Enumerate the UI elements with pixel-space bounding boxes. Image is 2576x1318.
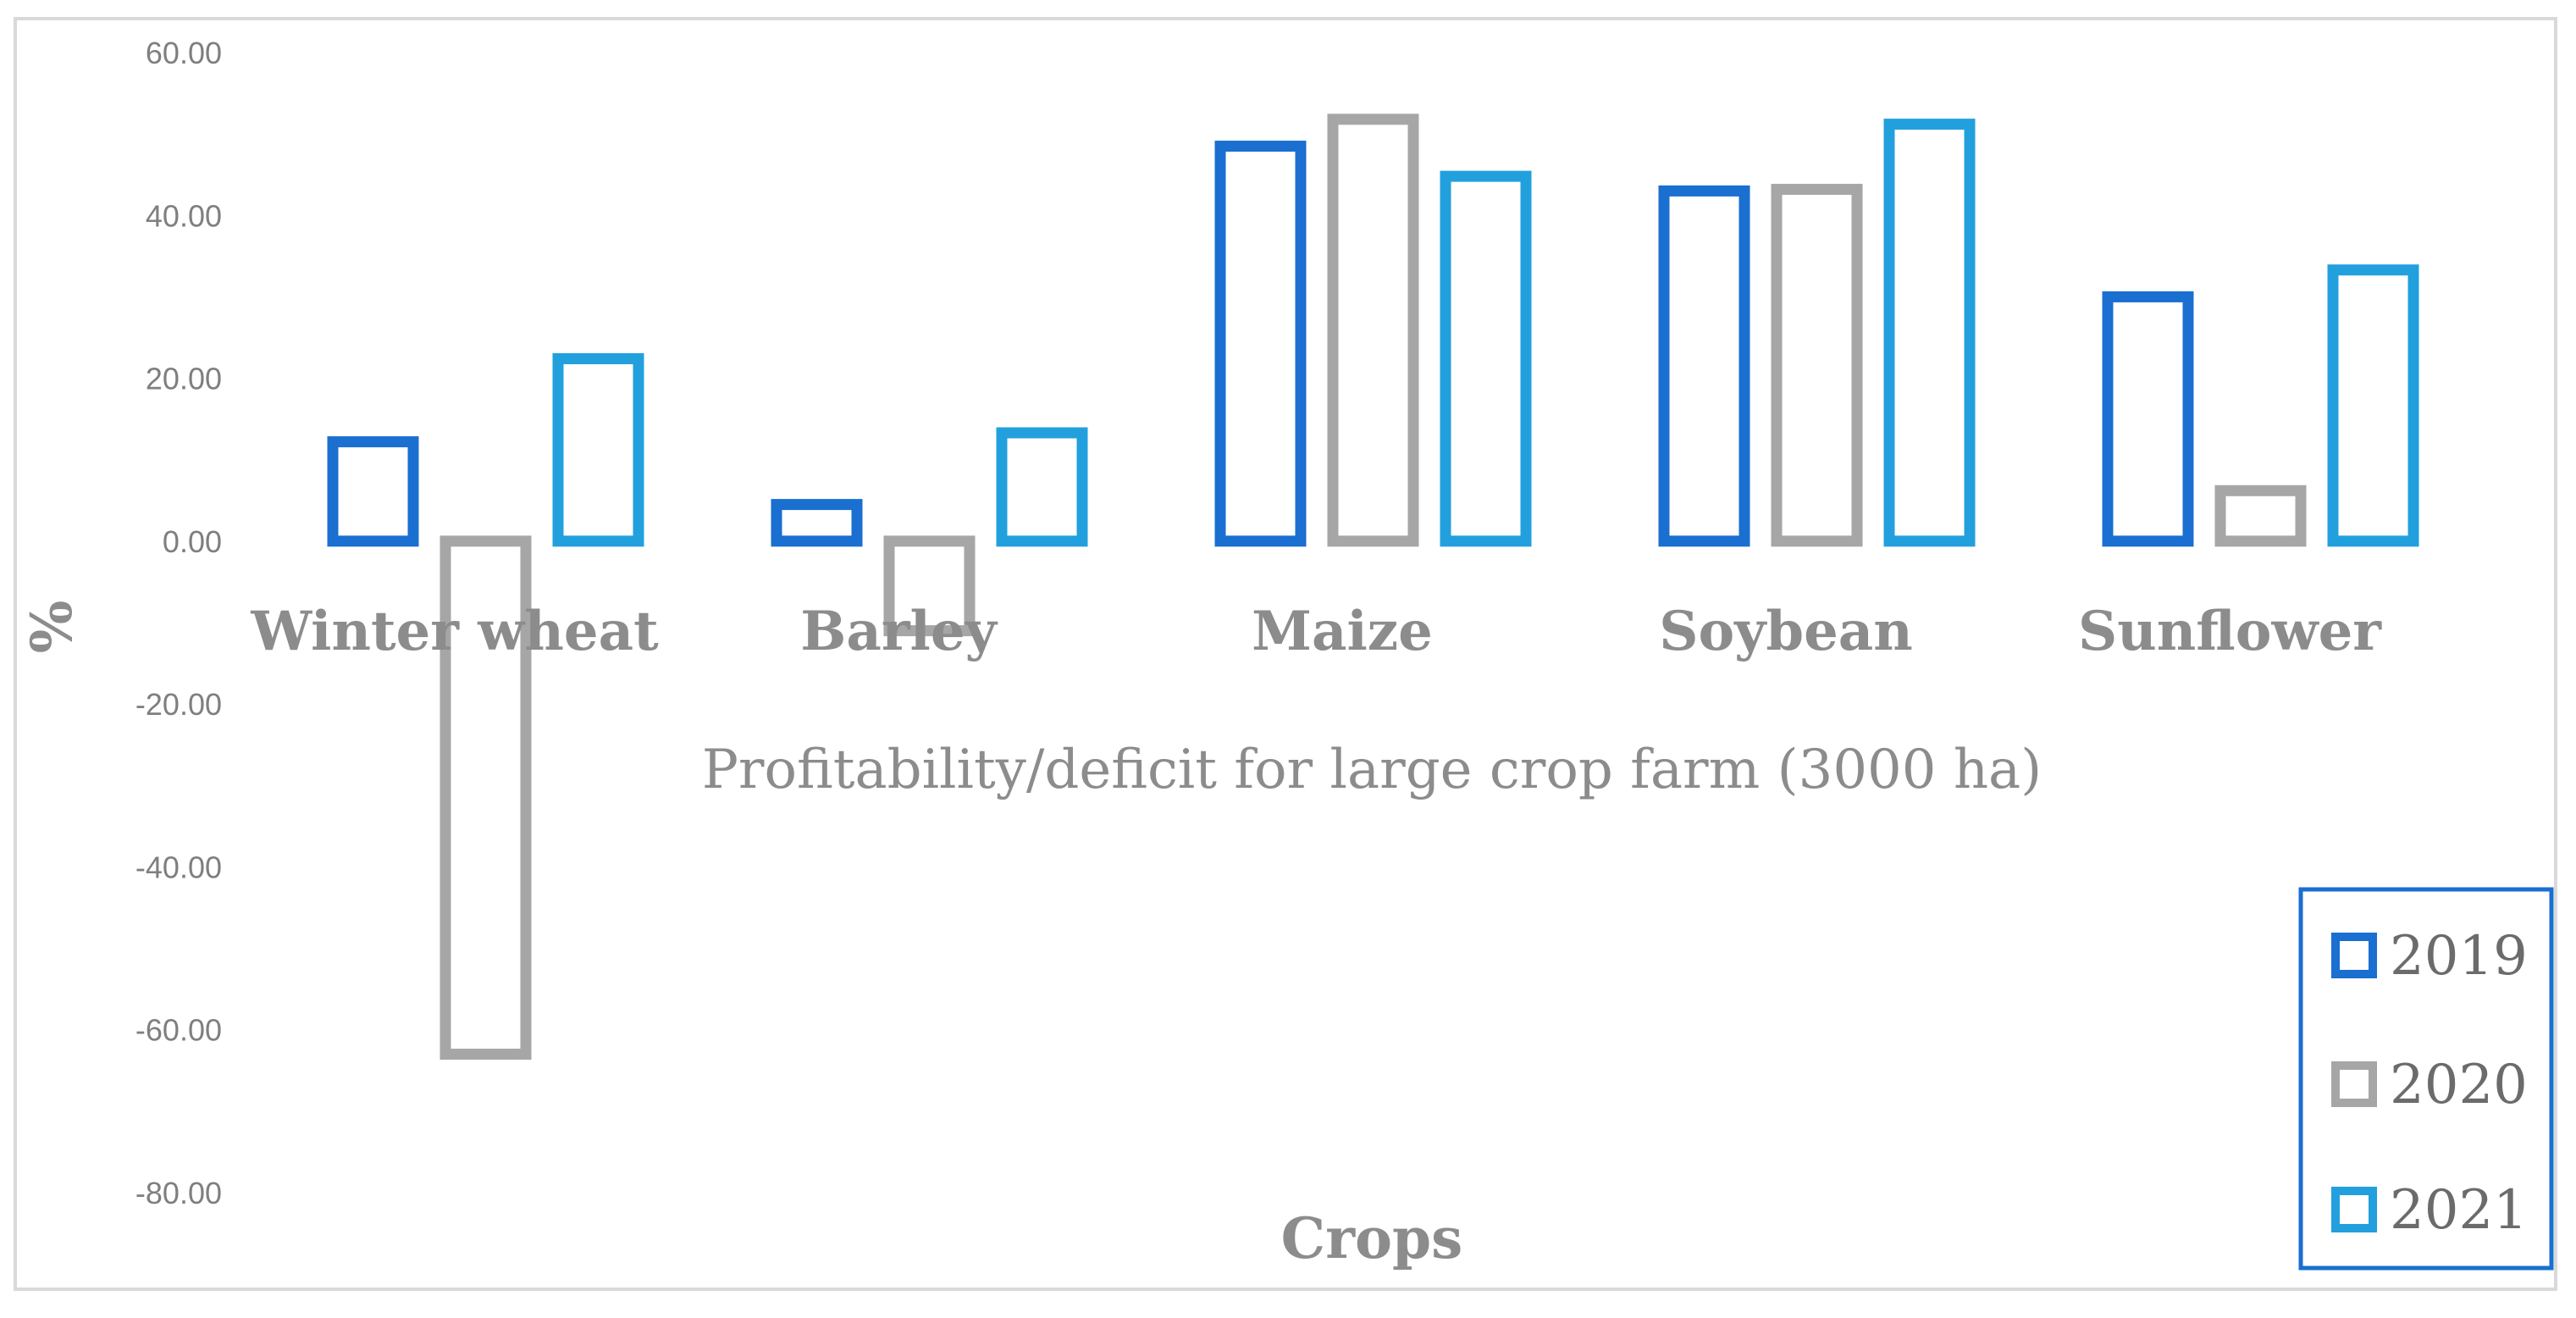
bar-2020-barley — [883, 535, 976, 637]
category-label: Sunflower — [2078, 600, 2382, 663]
y-tick-label: -60.00 — [135, 1013, 222, 1048]
category-label: Winter wheat — [250, 600, 659, 663]
bar-2021-sunflower — [2327, 264, 2419, 547]
chart-title: Profitability/deficit for large crop far… — [702, 739, 2042, 801]
bar-2019-barley — [771, 499, 863, 547]
category-label: Soybean — [1659, 600, 1913, 663]
y-tick-label: 20.00 — [146, 362, 222, 396]
y-axis-title: % — [19, 601, 85, 654]
bar-2020-winter-wheat — [439, 535, 532, 1060]
legend: 2019 2020 2021 — [2298, 887, 2554, 1271]
y-tick-label: 0.00 — [163, 524, 222, 559]
bar-2019-maize — [1214, 141, 1307, 547]
bar-2020-maize — [1327, 114, 1419, 547]
legend-label-2021: 2021 — [2390, 1179, 2528, 1242]
y-tick-label: 60.00 — [146, 36, 222, 70]
bars — [327, 114, 2419, 1060]
bar-2021-maize — [1440, 170, 1532, 547]
x-axis-title: Crops — [1281, 1205, 1463, 1271]
category-label: Barley — [800, 600, 998, 663]
bar-2019-winter-wheat — [327, 436, 419, 547]
legend-swatch-2019 — [2331, 933, 2377, 978]
bar-2020-sunflower — [2214, 485, 2307, 547]
bar-2021-winter-wheat — [552, 352, 644, 547]
y-tick-label: -80.00 — [135, 1176, 222, 1210]
bar-2021-barley — [996, 427, 1088, 547]
category-labels: Winter wheat Barley Maize Soybean Sunflower — [250, 600, 2382, 663]
y-axis-ticks: 60.00 40.00 20.00 0.00 -20.00 -40.00 -60.00 -80… — [135, 36, 222, 1210]
y-tick-label: -20.00 — [135, 687, 222, 722]
bar-2021-soybean — [1883, 119, 1976, 547]
category-label: Maize — [1252, 600, 1433, 663]
y-tick-label: 40.00 — [146, 198, 222, 233]
bar-2020-soybean — [1771, 184, 1863, 547]
legend-label-2020: 2020 — [2390, 1054, 2528, 1116]
bar-2019-sunflower — [2102, 291, 2194, 547]
y-tick-label: -40.00 — [135, 850, 222, 884]
legend-swatch-2021 — [2331, 1187, 2377, 1232]
legend-swatch-2020 — [2331, 1061, 2377, 1107]
legend-label-2019: 2019 — [2390, 925, 2528, 988]
bar-2019-soybean — [1658, 185, 1750, 547]
